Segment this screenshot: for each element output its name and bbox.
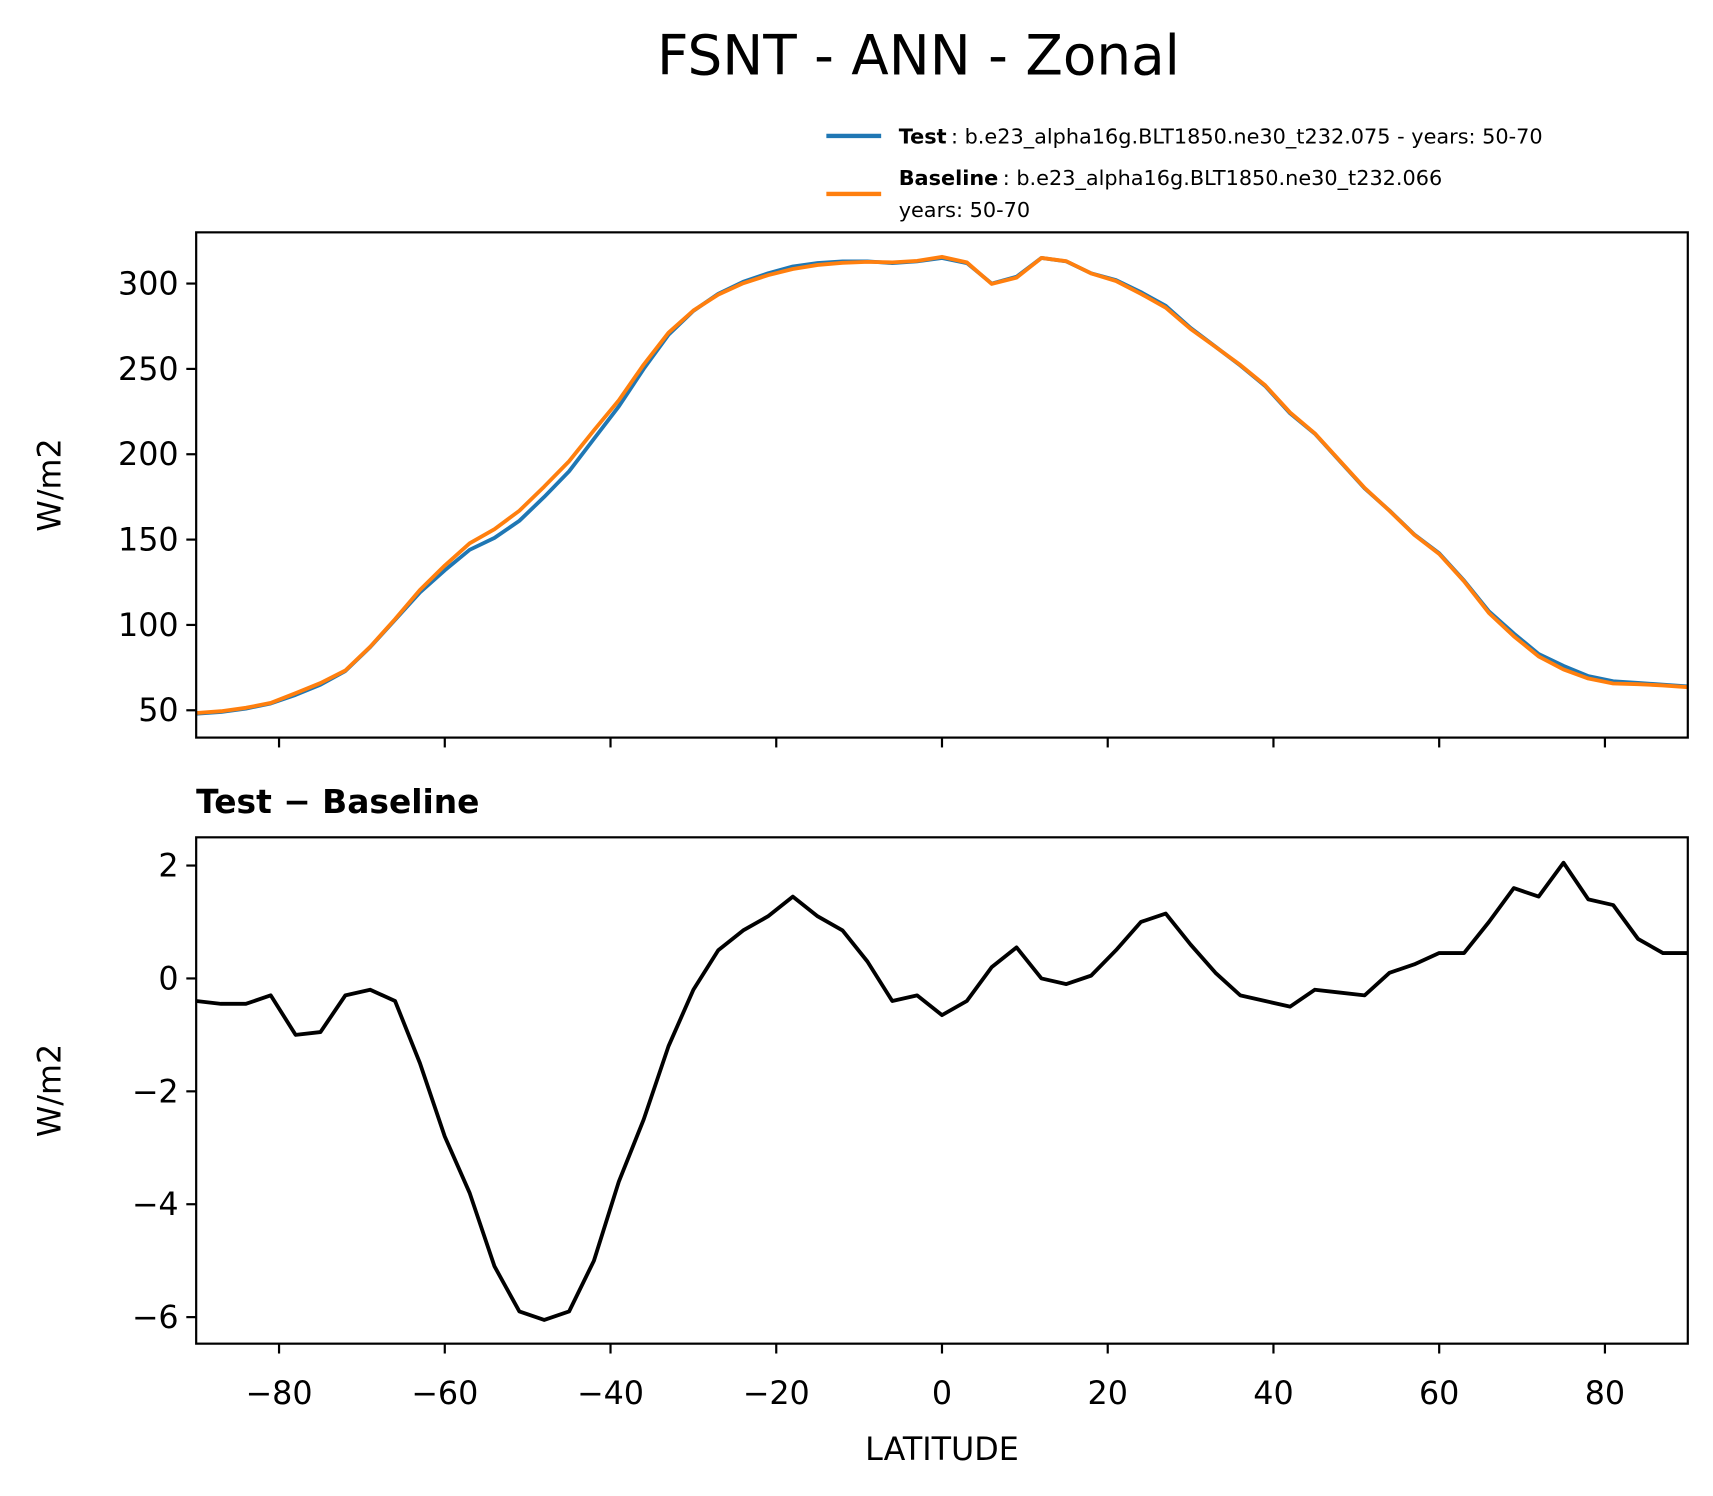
y-axis-label: W/m2 [32,438,68,531]
x-tick-label: −20 [743,1376,810,1412]
y-axis-label: W/m2 [32,1044,68,1137]
figure-title: FSNT - ANN - Zonal [657,24,1180,88]
y-tick-label: 150 [118,523,179,559]
y-tick-label: 100 [118,608,179,644]
legend-description: : b.e23_alpha16g.BLT1850.ne30_t232.075 -… [951,125,1543,150]
legend-name: Test [899,125,947,149]
plot-area [196,254,1688,716]
legend-description: years: 50-70 [899,198,1030,222]
x-tick-label: 0 [932,1376,952,1412]
series-line [196,254,1688,715]
legend-name: Baseline [899,166,999,190]
legend-label: Test: b.e23_alpha16g.BLT1850.ne30_t232.0… [899,125,1543,150]
legend-label: Baseline: b.e23_alpha16g.BLT1850.ne30_t2… [899,166,1443,222]
x-axis-label: LATITUDE [865,1432,1019,1468]
legend-description: : b.e23_alpha16g.BLT1850.ne30_t232.066 [1003,166,1443,191]
axes-frame [195,836,1689,1345]
x-tick-label: 80 [1585,1376,1625,1412]
plot-area [196,860,1688,1322]
axes-frame [195,231,1689,739]
y-tick-label: 200 [118,437,179,473]
x-tick-label: −40 [577,1376,644,1412]
y-tick-label: −6 [132,1300,179,1336]
subplot-title: Test − Baseline [196,782,479,821]
series-line [196,256,1688,716]
y-tick-label: 250 [118,352,179,388]
y-tick-label: −4 [132,1187,179,1223]
y-tick-label: 50 [138,693,178,729]
y-tick-label: 0 [158,961,178,997]
x-tick-label: 20 [1088,1376,1128,1412]
y-tick-label: 300 [118,267,179,303]
y-tick-label: −2 [132,1074,179,1110]
y-tick-label: 2 [158,849,178,885]
x-tick-label: −60 [411,1376,478,1412]
series-line [196,860,1688,1322]
x-tick-label: −80 [246,1376,313,1412]
x-tick-label: 40 [1253,1376,1293,1412]
x-tick-label: 60 [1419,1376,1459,1412]
